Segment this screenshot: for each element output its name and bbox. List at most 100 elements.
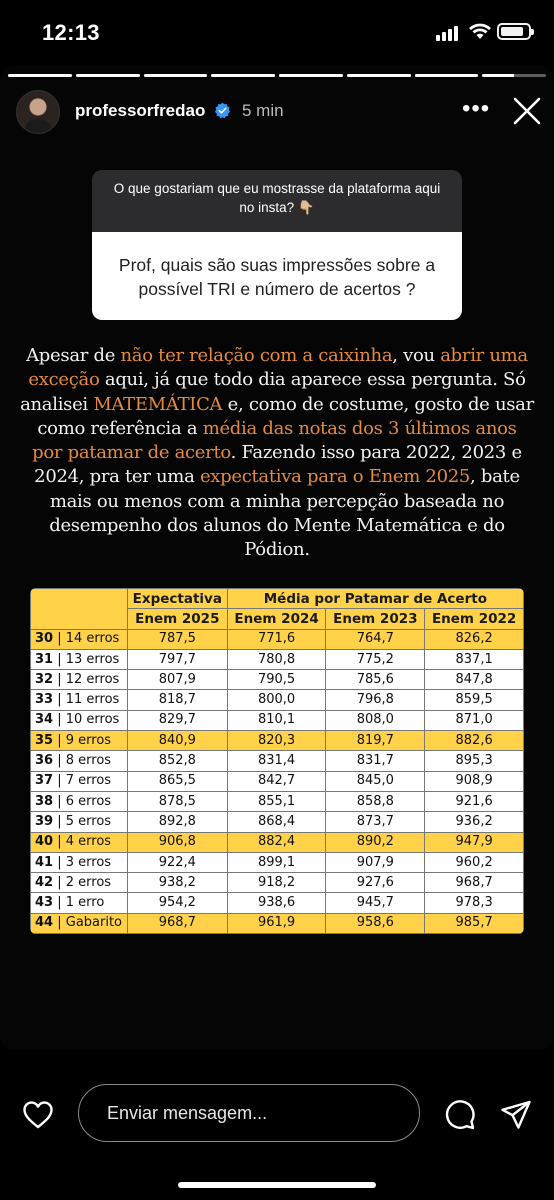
table-cell: 764,7 <box>325 628 426 650</box>
table-row-label: 42 | 2 erros <box>30 872 128 894</box>
table-cell: 858,8 <box>325 790 426 813</box>
table-cell: 819,7 <box>325 730 426 752</box>
more-options-icon[interactable]: ••• <box>462 95 491 122</box>
table-cell: 865,5 <box>126 770 228 792</box>
story-viewer[interactable]: professorfredao 5 min ••• O que gostaria… <box>0 66 554 1050</box>
table-cell: 859,5 <box>424 689 524 711</box>
table-cell: 831,4 <box>226 750 327 772</box>
table-row-errors: | 8 erros <box>57 753 112 769</box>
table-cell: 871,0 <box>424 709 524 732</box>
table-cell: 961,9 <box>226 912 327 935</box>
table-row-errors: | 10 erros <box>57 712 120 728</box>
table-row: 41 | 3 erros 922,4 899,1 907,9 960,2 <box>30 851 524 874</box>
heart-icon[interactable] <box>22 1100 54 1130</box>
story-progress-fill <box>414 74 479 77</box>
table-row-errors: | 7 erros <box>57 773 112 789</box>
story-progress-bars <box>8 74 546 77</box>
caption-highlight: expectativa para o Enem 2025 <box>199 466 471 488</box>
table-cell: 785,6 <box>325 669 426 691</box>
table-cell: 818,7 <box>126 689 228 711</box>
table-cell: 790,5 <box>226 669 327 691</box>
table-row: 32 | 12 erros 807,9 790,5 785,6 847,8 <box>30 669 524 691</box>
table-cell: 807,9 <box>126 669 228 691</box>
table-row-errors: | 6 erros <box>57 793 112 809</box>
table-column-header: Enem 2023 <box>325 608 426 630</box>
table-row: 36 | 8 erros 852,8 831,4 831,7 895,3 <box>30 750 524 772</box>
comment-icon[interactable] <box>444 1099 476 1131</box>
table-row-number: 36 <box>35 753 54 769</box>
table-row: 34 | 10 erros 829,7 810,1 808,0 871,0 <box>30 709 524 732</box>
table-cell: 892,8 <box>126 811 228 833</box>
table-row: 40 | 4 erros 906,8 882,4 890,2 947,9 <box>30 831 524 853</box>
table-cell: 936,2 <box>424 811 524 833</box>
table-row-label: 31 | 13 erros <box>30 648 128 671</box>
table-row-label: 35 | 9 erros <box>30 730 128 752</box>
table-cell: 797,7 <box>126 648 228 671</box>
table-cell: 855,1 <box>226 790 327 813</box>
caption-highlight: MATEMÁTICA <box>93 393 223 415</box>
table-cell: 829,7 <box>126 709 228 732</box>
table-row-label: 30 | 14 erros <box>30 628 128 650</box>
share-icon[interactable] <box>500 1099 532 1131</box>
sticker-question: O que gostariam que eu mostrasse da plat… <box>92 170 462 232</box>
story-progress-fill <box>211 74 275 77</box>
table-row-label: 44 | Gabarito <box>30 912 128 935</box>
sticker-answer: Prof, quais são suas impressões sobre a … <box>92 232 462 320</box>
table-row-errors: | 3 erros <box>57 854 112 870</box>
table-row-label: 32 | 12 erros <box>30 669 128 691</box>
table-cell: 978,3 <box>424 892 524 914</box>
story-timestamp: 5 min <box>242 101 284 120</box>
table-cell: 840,9 <box>126 730 228 752</box>
username[interactable]: professorfredao <box>75 101 206 120</box>
table-cell: 878,5 <box>126 790 228 813</box>
table-row-number: 42 <box>35 874 54 890</box>
table-cell: 882,6 <box>424 730 524 752</box>
status-time: 12:13 <box>42 20 100 45</box>
message-input[interactable] <box>78 1084 420 1142</box>
table-column-header: Enem 2025 <box>126 608 228 630</box>
table-cell: 820,3 <box>226 730 327 752</box>
score-table: Expectativa Média por Patamar de Acerto … <box>30 588 524 935</box>
table-row-number: 32 <box>35 671 54 687</box>
story-progress-bar <box>8 74 72 77</box>
table-cell: 890,2 <box>325 831 426 853</box>
bottom-bar <box>0 1060 554 1200</box>
avatar[interactable] <box>16 90 60 134</box>
table-row-label: 34 | 10 erros <box>30 709 128 732</box>
table-row-number: 37 <box>35 773 54 789</box>
table-cell: 899,1 <box>226 851 327 874</box>
table-corner-cell <box>30 588 128 630</box>
table-cell: 780,8 <box>226 648 327 671</box>
table-row: 33 | 11 erros 818,7 800,0 796,8 859,5 <box>30 689 524 711</box>
table-row-number: 39 <box>35 813 54 829</box>
table-row-errors: | 2 erros <box>57 874 112 890</box>
story-header: professorfredao 5 min ••• <box>0 90 554 134</box>
verified-badge-icon <box>214 102 231 119</box>
table-cell: 906,8 <box>126 831 228 853</box>
table-cell: 868,4 <box>226 811 327 833</box>
cellular-signal-icon <box>436 25 462 41</box>
table-cell: 938,6 <box>226 892 327 914</box>
story-caption: Apesar de não ter relação com a caixinha… <box>20 345 534 561</box>
table-cell: 810,1 <box>226 709 327 732</box>
table-cell: 927,6 <box>325 872 426 894</box>
battery-icon <box>497 23 534 40</box>
caption-highlight: não ter relação com a caixinha <box>120 345 393 366</box>
table-cell: 908,9 <box>424 770 524 792</box>
table-row: 44 | Gabarito 968,7 961,9 958,6 985,7 <box>30 912 524 935</box>
table-row: 43 | 1 erro 954,2 938,6 945,7 978,3 <box>30 892 524 914</box>
close-icon[interactable] <box>512 96 542 126</box>
table-cell: 968,7 <box>424 872 524 894</box>
table-row: 37 | 7 erros 865,5 842,7 845,0 908,9 <box>30 770 524 792</box>
table-group-header: Expectativa <box>126 588 228 610</box>
question-sticker: O que gostariam que eu mostrasse da plat… <box>92 170 462 320</box>
table-row-number: 33 <box>35 692 54 708</box>
status-bar: 12:13 <box>0 0 554 64</box>
battery-level <box>501 27 524 36</box>
table-cell: 938,2 <box>126 872 228 894</box>
table-row: 30 | 14 erros 787,5 771,6 764,7 826,2 <box>30 628 524 650</box>
table-cell: 895,3 <box>424 750 524 772</box>
table-row: 31 | 13 erros 797,7 780,8 775,2 837,1 <box>30 648 524 671</box>
table-cell: 907,9 <box>325 851 426 874</box>
table-row-errors: | Gabarito <box>57 915 123 931</box>
